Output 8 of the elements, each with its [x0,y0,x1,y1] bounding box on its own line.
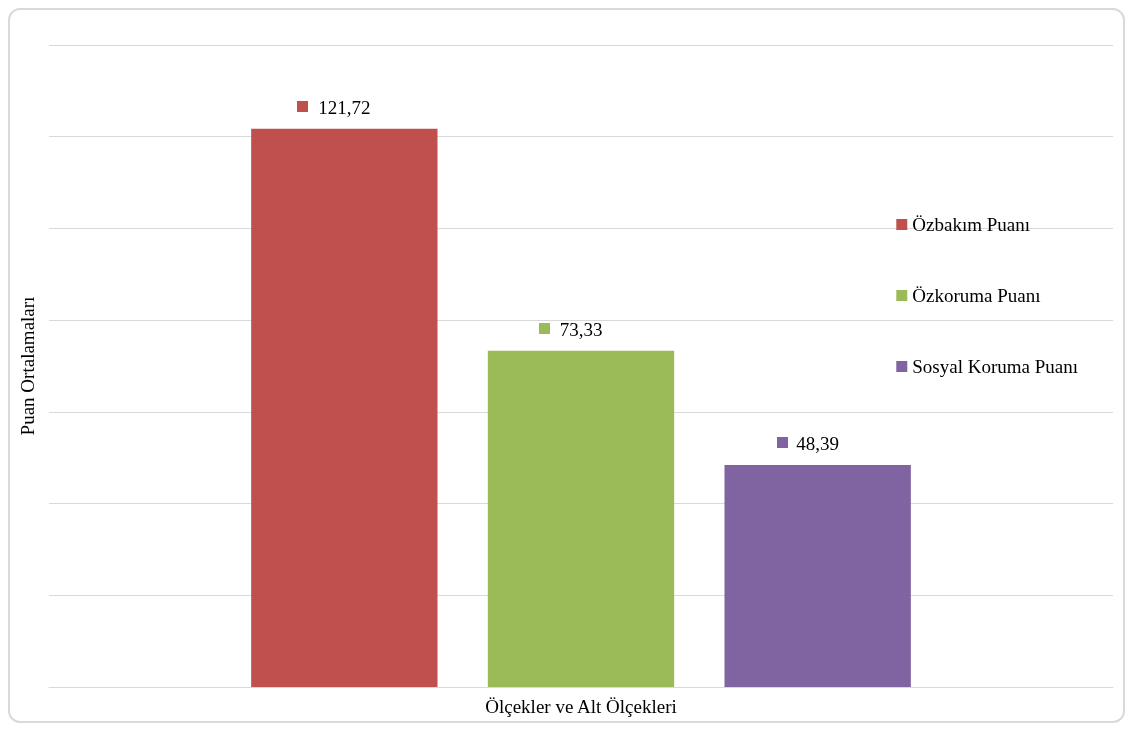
y-axis-title: Puan Ortalamaları [17,296,38,436]
x-axis-title: Ölçekler ve Alt Ölçekleri [485,696,677,717]
data-label: 73,33 [559,318,603,340]
data-label: 48,39 [796,433,840,455]
legend-label: Özkoruma Puanı [912,285,1041,306]
legend-label: Sosyal Koruma Puanı [912,356,1079,377]
legend-label: Özbakım Puanı [912,214,1030,235]
data-label: 121,72 [318,96,371,118]
